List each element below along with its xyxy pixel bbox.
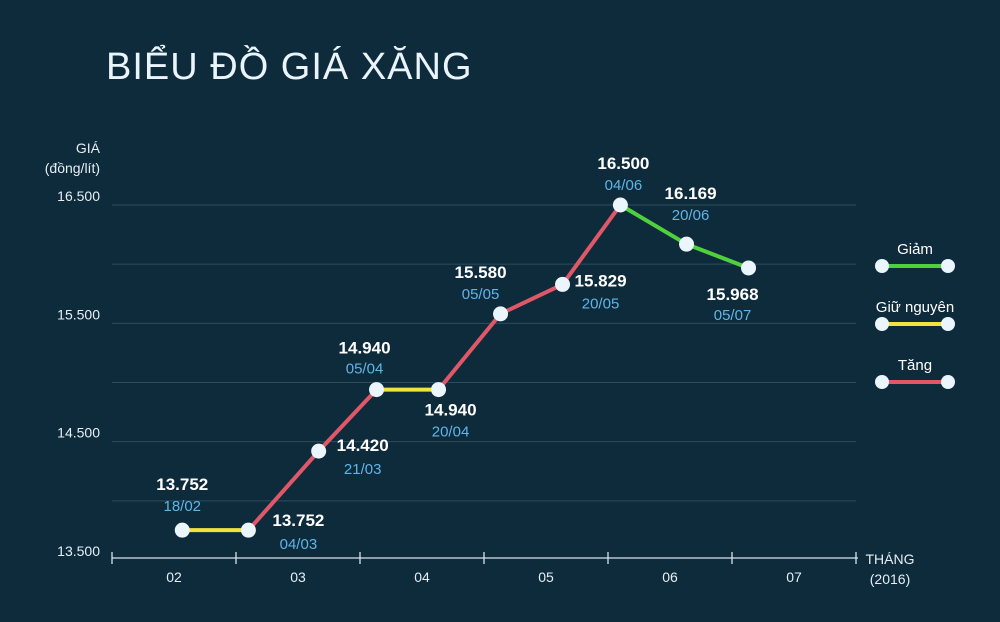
data-point bbox=[612, 197, 628, 213]
x-axis-label: THÁNG bbox=[866, 551, 915, 567]
legend: Giảm Giữ nguyên Tăng bbox=[875, 241, 955, 389]
y-tick-label: 14.500 bbox=[57, 425, 100, 441]
series-segment bbox=[246, 449, 321, 533]
legend-marker bbox=[941, 259, 955, 273]
x-tick-label: 05 bbox=[538, 569, 554, 585]
data-point bbox=[431, 382, 447, 398]
x-tick-label: 04 bbox=[414, 569, 430, 585]
data-date-label: 05/07 bbox=[714, 307, 752, 324]
series-segment bbox=[560, 203, 623, 287]
data-date-label: 04/03 bbox=[280, 536, 318, 553]
data-value-label: 15.580 bbox=[455, 263, 507, 282]
data-points bbox=[174, 197, 757, 538]
data-date-label: 20/06 bbox=[672, 207, 710, 224]
legend-label: Giảm bbox=[897, 241, 933, 258]
data-value-label: 14.940 bbox=[339, 339, 391, 358]
data-value-label: 14.940 bbox=[425, 401, 477, 420]
data-value-label: 13.752 bbox=[156, 475, 208, 494]
legend-marker bbox=[875, 375, 889, 389]
y-tick-label: 13.500 bbox=[57, 543, 100, 559]
series-segment bbox=[436, 311, 503, 392]
x-tick-label: 07 bbox=[786, 569, 802, 585]
y-axis-label: GIÁ bbox=[76, 140, 101, 156]
data-point bbox=[493, 306, 509, 322]
series-segment bbox=[684, 242, 751, 270]
data-date-label: 04/06 bbox=[605, 177, 643, 194]
legend-marker bbox=[941, 317, 955, 331]
legend-marker bbox=[875, 317, 889, 331]
legend-marker bbox=[941, 375, 955, 389]
data-date-label: 18/02 bbox=[163, 498, 201, 515]
data-date-label: 20/04 bbox=[432, 424, 470, 441]
legend-label: Tăng bbox=[898, 357, 932, 374]
data-value-label: 15.968 bbox=[707, 285, 759, 304]
data-point bbox=[240, 522, 256, 538]
y-axis-label-unit: (đồng/lít) bbox=[45, 160, 100, 176]
data-value-label: 15.829 bbox=[575, 271, 627, 290]
data-point bbox=[311, 443, 327, 459]
data-value-label: 14.420 bbox=[337, 436, 389, 455]
x-tick-label: 06 bbox=[662, 569, 678, 585]
y-tick-label: 16.500 bbox=[57, 188, 100, 204]
x-tick-label: 03 bbox=[290, 569, 306, 585]
series-segment bbox=[316, 387, 379, 454]
data-point bbox=[741, 260, 757, 276]
series-segment bbox=[498, 282, 565, 316]
gridlines bbox=[112, 204, 856, 502]
axes: 13.500 14.500 15.500 16.500 GIÁ (đồng/lít) 02 0… bbox=[45, 140, 915, 587]
legend-marker bbox=[875, 259, 889, 273]
data-value-label: 13.752 bbox=[272, 511, 324, 530]
y-tick-label: 15.500 bbox=[57, 306, 100, 322]
data-point bbox=[369, 382, 385, 398]
data-value-label: 16.169 bbox=[665, 184, 717, 203]
data-labels: 13.752 18/02 13.752 04/03 14.420 21/03 14.940 0… bbox=[156, 154, 758, 553]
series-lines bbox=[180, 203, 751, 533]
x-tick-label: 02 bbox=[166, 569, 182, 585]
data-value-label: 16.500 bbox=[597, 154, 649, 173]
data-point bbox=[555, 276, 571, 292]
x-axis-label-unit: (2016) bbox=[870, 571, 910, 587]
data-date-label: 05/04 bbox=[346, 361, 384, 378]
data-date-label: 20/05 bbox=[582, 295, 620, 312]
data-point bbox=[679, 236, 695, 252]
data-point bbox=[174, 522, 190, 538]
chart-title: BIỂU ĐỒ GIÁ XĂNG bbox=[106, 46, 473, 88]
series-segment bbox=[618, 203, 689, 247]
data-date-label: 05/05 bbox=[462, 286, 500, 303]
data-date-label: 21/03 bbox=[344, 461, 382, 478]
legend-label: Giữ nguyên bbox=[876, 299, 954, 316]
